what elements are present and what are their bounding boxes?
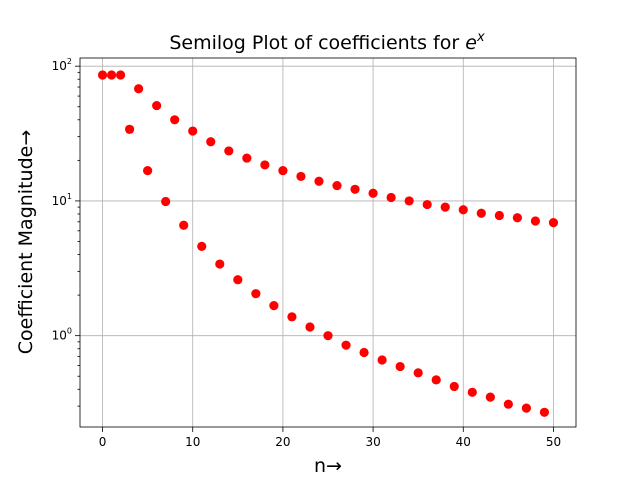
data-point [404,196,414,206]
chart-title-math: e [465,32,477,54]
y-tick-label: 100 [52,327,72,343]
data-point [503,399,513,409]
data-point [359,347,369,358]
chart-title-superscript: x [476,30,485,45]
data-point [422,199,432,210]
chart-title: Semilog Plot of coefficients for ex [169,30,485,54]
data-point [179,220,189,230]
y-tick-label: 102 [52,57,72,73]
data-point [494,210,504,221]
data-point [206,137,216,147]
chart-title-text: Semilog Plot of coefficients for [169,32,465,54]
x-tick-label: 50 [546,435,561,449]
data-point [215,259,225,269]
data-point [323,331,333,341]
data-point [332,180,342,191]
plot-frame [79,57,577,428]
data-point [134,84,144,94]
data-point [242,153,252,163]
data-point [296,171,306,182]
data-point [341,340,351,350]
data-point [548,218,559,228]
data-point [539,407,550,417]
y-axis-label: Coefficient Magnitude→ [15,130,37,354]
data-point [413,368,423,378]
data-point [115,70,126,80]
data-point [368,188,378,198]
data-point [188,126,198,136]
data-point [97,70,108,80]
data-point [269,301,279,311]
data-point [106,70,117,80]
data-point [197,241,207,251]
data-points [97,70,559,417]
x-tick-label: 30 [365,435,380,449]
data-point [458,205,468,215]
data-point [287,312,297,322]
data-point [161,196,171,207]
data-point [395,361,405,372]
grid-lines [80,58,576,427]
data-point [512,213,522,223]
data-point [521,403,532,413]
data-point [305,322,315,332]
data-point [476,208,486,218]
data-point [485,392,495,402]
data-point [170,115,180,125]
data-point [278,165,288,176]
data-point [530,216,541,226]
x-axis-ticks: 0 10 20 30 40 50 [99,427,561,449]
data-point [152,100,162,111]
data-point [467,387,477,397]
data-point [386,192,396,203]
data-point [125,124,135,134]
data-point [251,289,261,299]
data-point [377,355,387,365]
y-tick-label: 101 [52,192,72,208]
x-axis-label: n→ [314,455,342,477]
y-axis-ticks: 100 101 102 [52,57,80,407]
data-point [224,146,234,156]
data-point [350,184,360,194]
data-point [143,165,153,176]
data-point [440,202,450,212]
data-point [260,160,270,170]
data-point [431,375,441,385]
data-point [314,176,324,186]
x-tick-label: 10 [185,435,200,449]
x-tick-label: 40 [456,435,471,449]
x-tick-label: 0 [99,435,107,449]
data-point [449,381,459,392]
x-tick-label: 20 [275,435,290,449]
data-point [233,275,243,285]
